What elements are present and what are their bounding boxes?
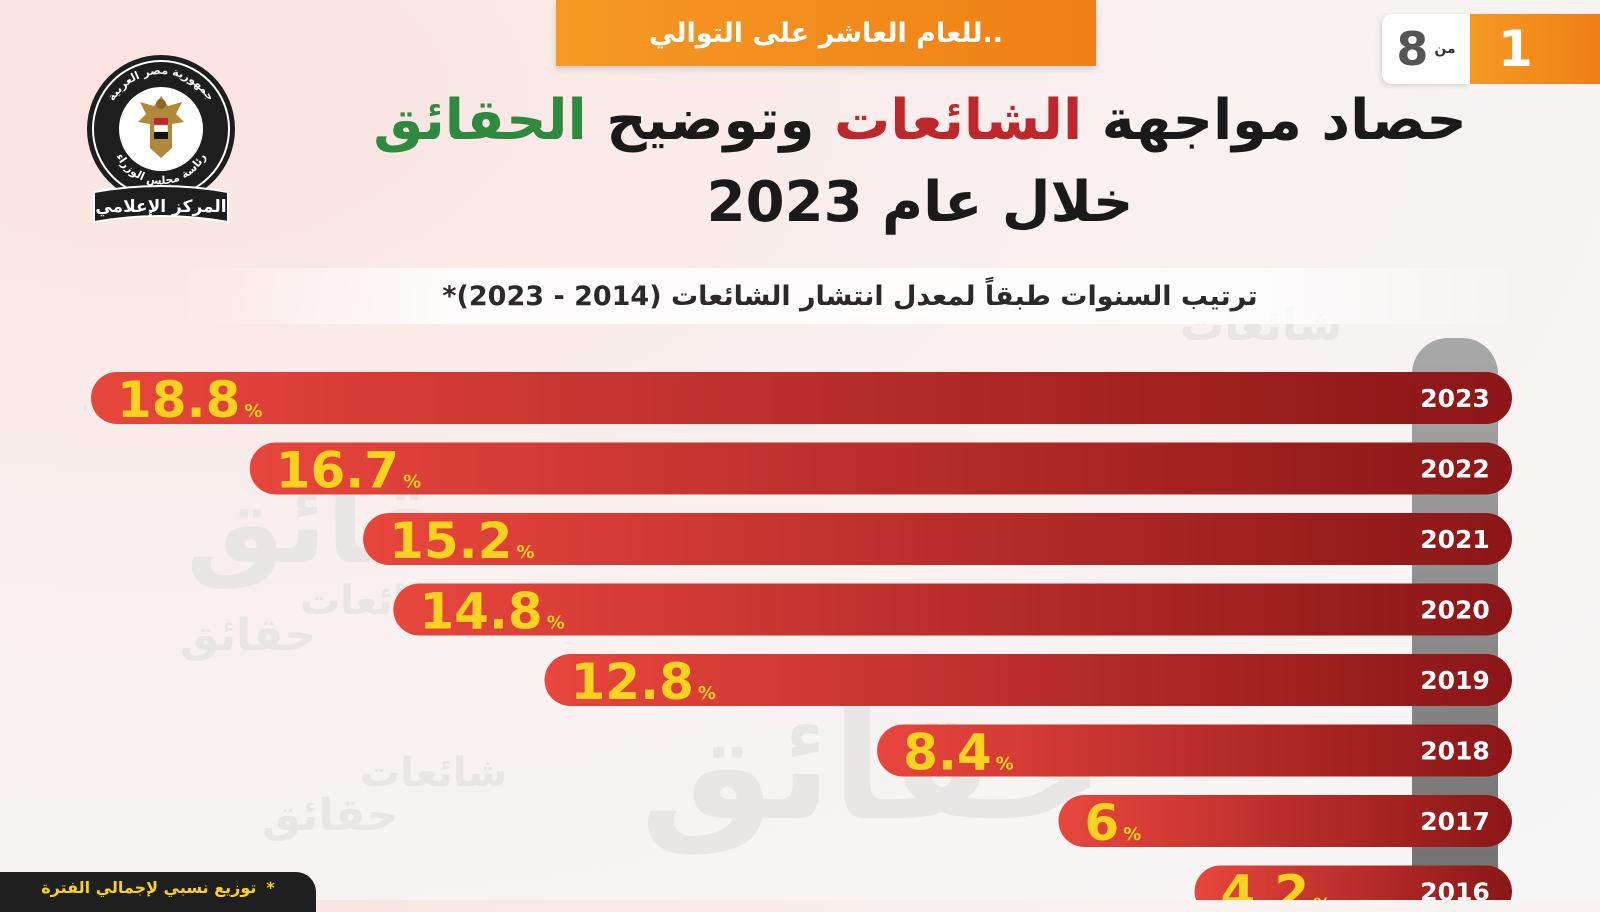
bar-value-unit: %	[516, 542, 534, 563]
logo-band-text: المركز الإعلامي	[95, 197, 226, 217]
year-label: 2022	[1420, 455, 1490, 484]
page-current: 1	[1498, 20, 1533, 78]
bar-group: 8.4% 2018	[877, 724, 1512, 782]
bar	[877, 724, 1512, 777]
bar-value-label: 12.8%	[571, 653, 716, 711]
title-part-3: وتوضيح	[586, 88, 834, 153]
bar-value-number: 12.8	[571, 653, 694, 711]
year-label: 2019	[1420, 666, 1490, 695]
page-of-label: من	[1434, 41, 1456, 57]
footnote-text: توزيع نسبي لإجمالي الفترة	[41, 878, 257, 897]
bar-value-unit: %	[996, 754, 1014, 775]
bar-value-label: 16.7%	[276, 442, 421, 500]
bar	[544, 654, 1512, 706]
bar	[249, 442, 1512, 495]
bar-group: 16.7% 2022	[249, 442, 1512, 500]
title-line-2: خلال عام 2023	[706, 170, 1134, 235]
footnote: * توزيع نسبي لإجمالي الفترة	[0, 872, 316, 912]
bar-value-label: 6%	[1084, 794, 1141, 852]
bar-group: 14.8% 2020	[393, 583, 1512, 641]
bar	[393, 583, 1512, 636]
year-label: 2017	[1420, 807, 1490, 836]
bar	[363, 513, 1512, 565]
page-total: 8	[1396, 22, 1429, 76]
bar-value-number: 18.8	[117, 371, 240, 429]
bar-value-number: 16.7	[276, 442, 399, 500]
bar-value-number: 15.2	[389, 512, 512, 570]
bar-value-label: 14.8%	[419, 583, 564, 641]
bar-value-unit: %	[1313, 895, 1331, 901]
chart-subtitle: ترتيب السنوات طبقاً لمعدل انتشار الشائعا…	[180, 268, 1520, 324]
bar	[91, 372, 1512, 424]
bars-layer: 18.8% 2023 16.7% 2022 15.2% 2021 14.8% 2020 12.8…	[91, 371, 1512, 900]
bar-value-unit: %	[547, 613, 565, 634]
title-part-1: حصاد مواجهة	[1082, 88, 1467, 153]
bar-group: 12.8% 2019	[544, 653, 1512, 711]
bar-group: 4.2% 2016	[1194, 865, 1512, 901]
bar-value-unit: %	[244, 401, 262, 422]
page-total-box: 8 من	[1382, 14, 1470, 84]
bar-value-label: 15.2%	[389, 512, 534, 570]
bar-value-number: 6	[1084, 794, 1119, 852]
footnote-star: *	[266, 878, 275, 897]
bar-value-number: 8.4	[903, 724, 992, 782]
bar	[1058, 795, 1512, 847]
bar-group: 15.2% 2021	[363, 512, 1512, 570]
year-label: 2020	[1420, 596, 1490, 625]
bar-value-number: 14.8	[419, 583, 542, 641]
bar-value-unit: %	[403, 472, 421, 493]
bar-group: 6% 2017	[1058, 794, 1512, 852]
page-title: حصاد مواجهة الشائعات وتوضيح الحقائق خلال…	[240, 80, 1600, 244]
year-label: 2016	[1420, 878, 1490, 901]
media-center-logo: جمهورية مصر العربية رئاسة مجلس الوزراء ا…	[87, 55, 235, 224]
page-current-box: 1	[1470, 14, 1600, 84]
bar	[1194, 865, 1512, 900]
year-label: 2021	[1420, 525, 1490, 554]
bar-value-label: 18.8%	[117, 371, 262, 429]
title-rumors-word: الشائعات	[833, 88, 1083, 153]
page-counter: 8 من 1	[1382, 14, 1600, 84]
bar-value-unit: %	[1123, 824, 1141, 845]
eagle-emblem-icon	[138, 96, 184, 158]
chart-subtitle-text: ترتيب السنوات طبقاً لمعدل انتشار الشائعا…	[442, 280, 1258, 312]
bar-value-unit: %	[698, 683, 716, 704]
year-label: 2018	[1420, 737, 1490, 766]
top-banner-text: للعام العاشر على التوالي..	[649, 17, 1003, 49]
bar-group: 18.8% 2023	[91, 371, 1512, 429]
bar-value-label: 8.4%	[903, 724, 1014, 782]
title-line-1: حصاد مواجهة الشائعات وتوضيح الحقائق	[240, 80, 1600, 162]
bar-value-number: 4.2	[1221, 865, 1310, 901]
title-facts-word: الحقائق	[373, 88, 587, 153]
bar-value-label: 4.2%	[1221, 865, 1332, 901]
year-label: 2023	[1420, 384, 1490, 413]
top-banner: للعام العاشر على التوالي..	[556, 0, 1096, 66]
